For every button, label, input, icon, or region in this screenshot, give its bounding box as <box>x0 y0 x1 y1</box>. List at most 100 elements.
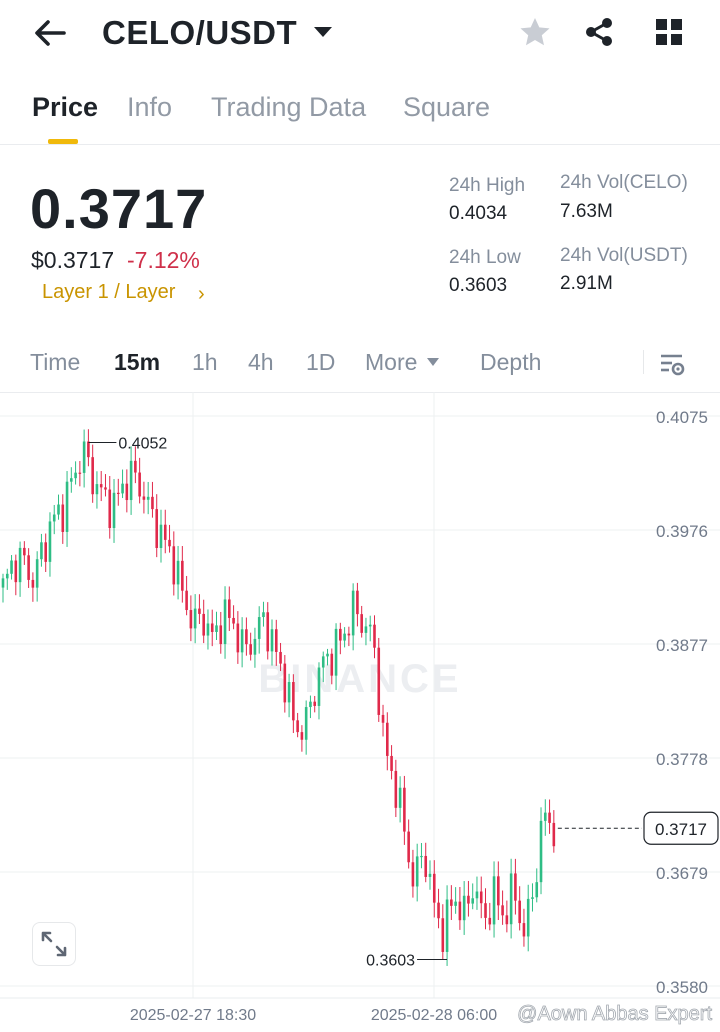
candle-body <box>509 873 513 925</box>
share-icon[interactable] <box>582 15 616 49</box>
candle-body <box>31 579 35 588</box>
candle-body <box>266 612 270 652</box>
arrow-left-icon[interactable] <box>30 16 70 50</box>
attribution-watermark: @Aown Abbas Expert <box>517 1003 712 1025</box>
grid-icon[interactable] <box>654 17 684 47</box>
candle-body <box>415 856 419 887</box>
candle-body <box>210 623 214 632</box>
candle-body <box>339 628 342 641</box>
candle-body <box>313 701 317 706</box>
candle-body <box>467 895 470 904</box>
candle-body <box>129 460 133 501</box>
interval-15m[interactable]: 15m <box>114 349 161 375</box>
candle-body <box>522 923 526 937</box>
vol-base-value: 7.63M <box>560 201 613 222</box>
candle-body <box>44 542 47 562</box>
candle-body <box>215 625 218 632</box>
candle-body <box>228 599 231 618</box>
candle-body <box>163 524 167 540</box>
vol-base-label: 24h Vol(CELO) <box>560 172 688 193</box>
low-24h-value: 0.3603 <box>449 275 508 296</box>
candle-body <box>70 478 73 482</box>
interval-time[interactable]: Time <box>30 349 81 375</box>
candle-body <box>23 547 26 556</box>
star-icon[interactable] <box>518 15 552 49</box>
tab-trading-data[interactable]: Trading Data <box>211 92 367 122</box>
candle-body <box>193 608 197 629</box>
candle-body <box>10 560 13 574</box>
candle-body <box>326 653 329 657</box>
interval-1d[interactable]: 1D <box>306 349 336 375</box>
tab-price[interactable]: Price <box>32 92 99 122</box>
last-price-tag-box <box>643 811 719 845</box>
expand-icon <box>41 931 67 957</box>
candle-body <box>283 663 287 703</box>
candle-body <box>484 903 487 918</box>
interval-divider <box>643 350 644 374</box>
candle-body <box>142 496 146 500</box>
tabs-divider <box>0 144 720 145</box>
candle-body <box>321 656 325 668</box>
interval-depth[interactable]: Depth <box>480 349 542 375</box>
interval-4h[interactable]: 4h <box>248 349 274 375</box>
candle-body <box>27 555 30 580</box>
interval-more[interactable]: More <box>365 349 418 375</box>
caret-down-icon[interactable] <box>426 357 440 367</box>
candle-body <box>78 472 82 474</box>
candle-body <box>398 787 402 808</box>
tab-square[interactable]: Square <box>403 92 491 122</box>
candle-body <box>535 882 539 898</box>
candle-body <box>185 590 188 611</box>
candle-body <box>274 629 278 652</box>
usd-price: $0.3717 <box>31 247 115 273</box>
low-24h-label: 24h Low <box>449 247 521 268</box>
candle-body <box>138 472 141 497</box>
y-tick-label: 0.3877 <box>656 636 708 655</box>
candle-body <box>151 496 154 510</box>
high-24h-label: 24h High <box>449 175 526 196</box>
price-change-percent: -7.12% <box>127 247 200 273</box>
chevron-right-icon[interactable]: › <box>198 283 205 305</box>
candle-body <box>176 560 180 585</box>
candle-body <box>181 560 184 591</box>
candle-body <box>403 787 406 832</box>
x-tick-label: 2025-02-27 18:30 <box>130 1007 256 1024</box>
candle-body <box>428 873 432 877</box>
candle-body <box>91 457 94 495</box>
candle-body <box>82 441 86 473</box>
pair-title[interactable]: CELO/USDT <box>102 14 298 51</box>
candle-body <box>386 722 389 756</box>
y-tick-label: 0.3580 <box>656 978 708 997</box>
candle-body <box>424 855 428 877</box>
chart-settings-icon[interactable] <box>658 351 686 379</box>
tab-info[interactable]: Info <box>127 92 173 122</box>
category-tag[interactable]: Layer 1 / Layer <box>42 281 176 303</box>
interval-divider-line <box>0 392 720 393</box>
candle-body <box>219 625 223 645</box>
candle-body <box>134 460 137 473</box>
candle-body <box>373 624 376 648</box>
expand-chart-button[interactable] <box>32 922 76 966</box>
candlestick-chart[interactable]: 0.4075 0.3976 0.3877 0.3778 0.3679 0.3580 BINA… <box>0 392 720 1032</box>
top-bar: CELO/USDT <box>0 0 720 70</box>
y-tick-label: 0.3778 <box>656 750 708 769</box>
candle-body <box>104 487 107 490</box>
candle-body <box>206 623 210 636</box>
candle-body <box>121 483 124 494</box>
candle-body <box>5 573 9 579</box>
candle-body <box>514 873 517 901</box>
candle-body <box>390 755 393 771</box>
candle-body <box>65 481 69 532</box>
candle-body <box>18 547 22 583</box>
candle-body <box>343 633 346 641</box>
watermark: BINANCE <box>258 657 461 701</box>
interval-1h[interactable]: 1h <box>192 349 218 375</box>
candle-body <box>172 546 176 585</box>
interval-bar: Time 15m 1h 4h 1D More Depth <box>0 340 720 390</box>
candle-body <box>159 524 163 548</box>
candle-body <box>245 629 248 645</box>
caret-down-icon[interactable] <box>312 24 334 40</box>
candle-body <box>462 895 466 921</box>
candle-body <box>108 489 112 529</box>
candle-body <box>407 831 410 863</box>
